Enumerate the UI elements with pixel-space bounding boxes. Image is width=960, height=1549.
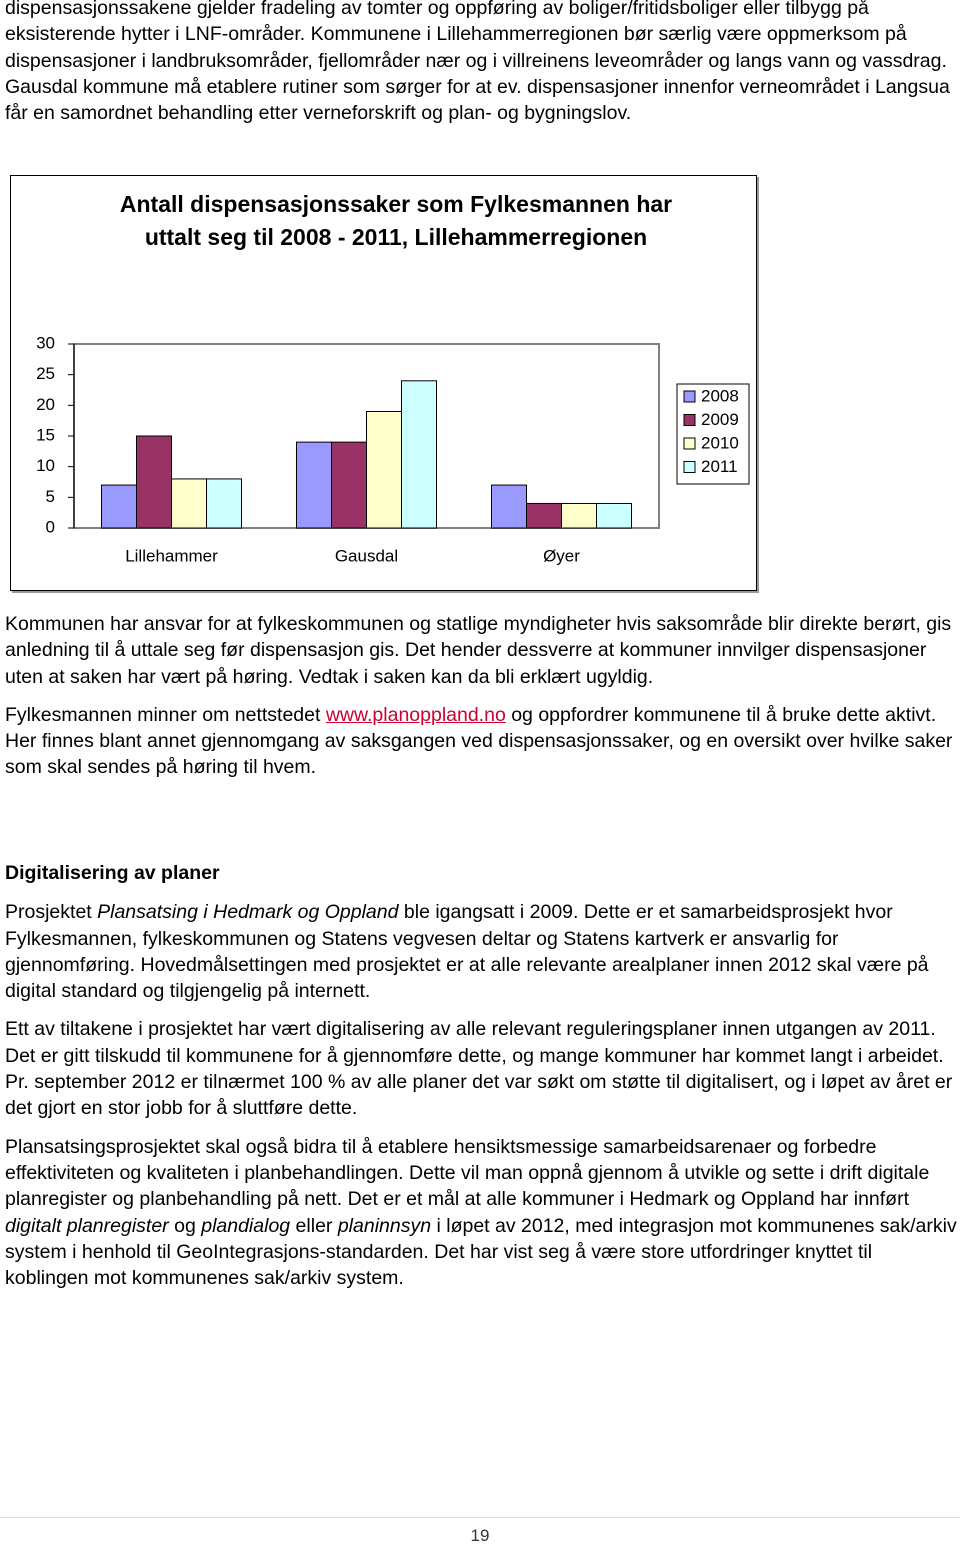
bar	[331, 441, 367, 529]
bar	[296, 441, 332, 529]
paragraph: Plansatsingsprosjektet skal også bidra t…	[5, 1134, 957, 1292]
y-tick-label: 15	[36, 425, 55, 444]
legend-label: 2009	[701, 410, 739, 429]
text: eller	[290, 1214, 338, 1237]
bar	[171, 478, 207, 529]
text: ble igangsatt i 2009. Dette er et samarb…	[5, 901, 929, 1003]
heading: Digitalisering av planer	[5, 862, 220, 884]
bar	[366, 410, 402, 529]
x-tick-label: Øyer	[543, 546, 580, 565]
bar	[136, 435, 172, 529]
y-tick-label: 10	[36, 456, 55, 475]
legend-label: 2010	[701, 433, 739, 452]
text: og	[168, 1214, 202, 1237]
text: Plansatsingsprosjektet skal også bidra t…	[5, 1135, 930, 1211]
paragraph: dispensasjonssakene gjelder fradeling av…	[5, 0, 950, 125]
bar	[101, 484, 137, 529]
legend-swatch	[683, 414, 696, 426]
bar	[206, 478, 242, 529]
y-tick-label: 30	[36, 333, 55, 352]
bar	[561, 502, 597, 529]
text: og oppfordrer kommunene til å bruke dett…	[5, 703, 953, 779]
bar	[596, 502, 632, 529]
link[interactable]: www.planoppland.no	[325, 703, 506, 726]
text: digitalt planregister	[5, 1214, 169, 1237]
chart-box: Antall dispensasjonssaker som Fylkesmann…	[10, 175, 757, 591]
text: Plansatsing i Hedmark og Oppland	[97, 901, 399, 924]
bar	[401, 380, 437, 529]
chart-title: Antall dispensasjonssaker som Fylkesmann…	[119, 191, 673, 250]
legend-swatch	[683, 437, 696, 450]
text: i løpet av 2012, med integrasjon mot kom…	[5, 1214, 957, 1290]
chart: 0 5 10 15 20 25 30 Lillehammer Gausdal Øyer 2008 20…	[36, 333, 750, 565]
section: Digitalisering av planer Prosjektet Plan…	[5, 860, 957, 1291]
x-tick-label: Lillehammer	[125, 546, 218, 565]
y-tick-label: 5	[46, 487, 55, 506]
text: Fylkesmannen minner om nettstedet	[5, 703, 326, 726]
legend-label: 2008	[701, 386, 739, 405]
y-tick-label: 20	[36, 395, 55, 414]
legend-label: 2011	[701, 457, 738, 476]
legend-swatch	[683, 461, 696, 473]
page-number: 19	[470, 1526, 490, 1545]
text: Prosjektet	[5, 901, 98, 924]
text: planinnsyn	[337, 1214, 432, 1237]
paragraph: Fylkesmannen minner om nettstedet www.pl…	[5, 702, 957, 781]
text: Ett av tiltakene i prosjektet har vært d…	[5, 1018, 953, 1120]
text-block: Kommunen har ansvar for at fylkeskommune…	[5, 611, 957, 781]
legend-swatch	[683, 390, 696, 403]
paragraph: Kommunen har ansvar for at fylkeskommune…	[5, 613, 952, 688]
bar	[491, 484, 527, 529]
x-tick-label: Gausdal	[335, 546, 398, 565]
y-tick-label: 0	[46, 517, 55, 536]
paragraph: Ett av tiltakene i prosjektet har vært d…	[5, 1016, 957, 1121]
text: plandialog	[201, 1214, 291, 1237]
paragraph: Prosjektet Plansatsing i Hedmark og Oppl…	[5, 899, 957, 1004]
y-tick-label: 25	[36, 364, 55, 383]
bar	[526, 502, 562, 529]
footer-rule	[0, 1517, 960, 1518]
